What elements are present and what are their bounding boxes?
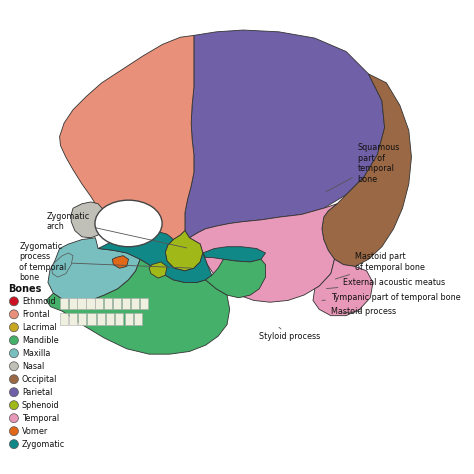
Circle shape [9,401,18,410]
Polygon shape [112,255,128,268]
Polygon shape [105,220,123,236]
Polygon shape [60,313,68,325]
Polygon shape [190,204,337,302]
Circle shape [9,297,18,306]
Polygon shape [203,246,265,262]
Text: Zygomatic: Zygomatic [22,440,65,449]
Polygon shape [313,259,373,316]
Text: Zygomatic
arch: Zygomatic arch [46,212,187,248]
Text: Temporal: Temporal [22,414,59,423]
Text: Lacrimal: Lacrimal [22,323,57,332]
Circle shape [9,323,18,332]
Polygon shape [134,217,155,238]
Polygon shape [131,298,139,310]
Polygon shape [69,313,77,325]
Text: Frontal: Frontal [22,310,49,319]
Polygon shape [149,262,167,278]
Polygon shape [322,74,411,266]
Text: Sphenoid: Sphenoid [22,401,60,410]
Polygon shape [104,298,112,310]
Text: Parietal: Parietal [22,388,52,397]
Polygon shape [46,259,230,354]
Polygon shape [106,313,114,325]
Text: Nasal: Nasal [22,362,44,371]
Polygon shape [69,298,77,310]
Polygon shape [86,298,94,310]
Polygon shape [125,313,133,325]
Circle shape [9,310,18,319]
Text: Bones: Bones [9,284,42,294]
Text: Mastoid process: Mastoid process [331,307,396,316]
Polygon shape [113,298,121,310]
Polygon shape [77,298,85,310]
Polygon shape [97,313,105,325]
Text: Mandible: Mandible [22,336,59,345]
Circle shape [9,349,18,358]
Polygon shape [140,298,148,310]
Text: Styloid process: Styloid process [259,328,320,341]
Circle shape [9,440,18,448]
Ellipse shape [95,200,162,246]
Polygon shape [185,30,384,238]
Circle shape [9,414,18,423]
Circle shape [9,375,18,384]
Polygon shape [48,238,140,302]
Polygon shape [60,36,194,246]
Text: Occipital: Occipital [22,375,57,384]
Circle shape [9,362,18,371]
Polygon shape [52,253,73,277]
Circle shape [9,336,18,345]
Circle shape [9,388,18,397]
Polygon shape [165,230,203,271]
Polygon shape [78,313,86,325]
Polygon shape [134,313,142,325]
Text: Vomer: Vomer [22,427,48,436]
Text: Mastoid part
of temporal bone: Mastoid part of temporal bone [335,252,425,279]
Polygon shape [95,298,103,310]
Text: External acoustic meatus: External acoustic meatus [327,278,446,289]
Text: Zygomatic
process
of temporal
bone: Zygomatic process of temporal bone [19,242,191,282]
Polygon shape [88,313,96,325]
Circle shape [9,427,18,436]
Text: Maxilla: Maxilla [22,349,50,358]
Polygon shape [60,298,68,310]
Polygon shape [98,232,212,283]
Text: Tympanic part of temporal bone: Tympanic part of temporal bone [322,293,461,302]
Polygon shape [206,259,265,298]
Polygon shape [71,202,107,238]
Polygon shape [122,298,130,310]
Polygon shape [115,313,123,325]
Text: Squamous
part of
temporal
bone: Squamous part of temporal bone [326,143,400,191]
Text: Ethmoid: Ethmoid [22,297,55,306]
